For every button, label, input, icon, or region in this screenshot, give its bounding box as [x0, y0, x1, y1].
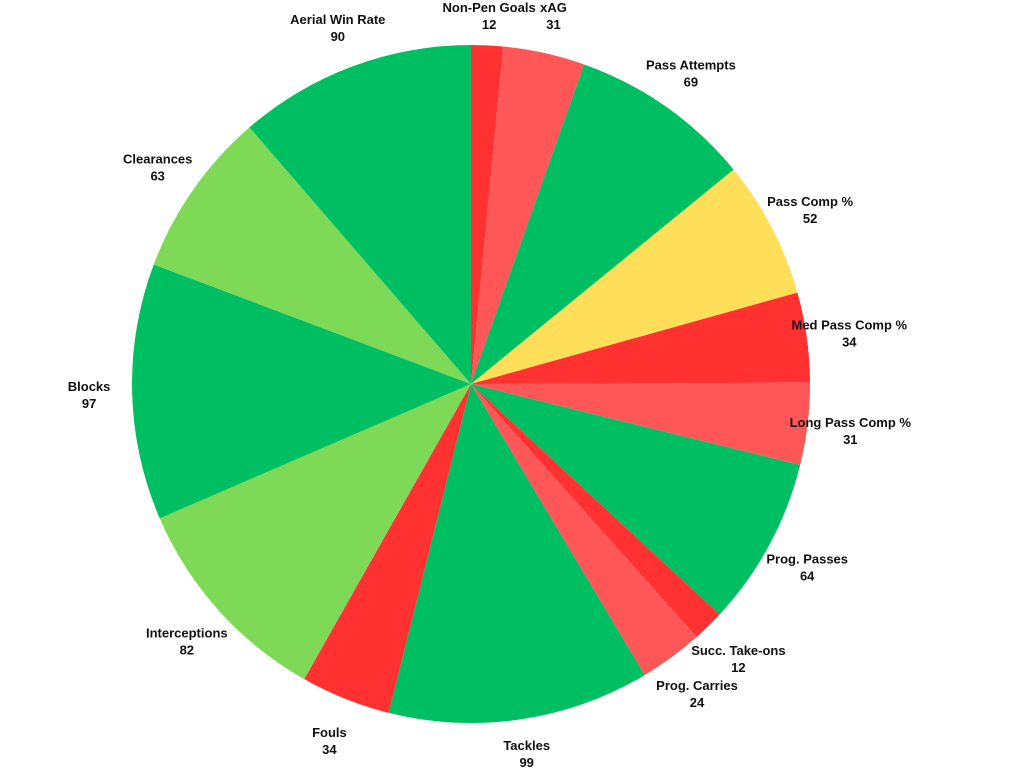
slice-value-2: 69 — [684, 75, 698, 90]
pie-slices — [131, 45, 811, 723]
pie-slice-7 — [471, 384, 720, 638]
slice-label-14: Aerial Win Rate — [290, 12, 385, 27]
slice-value-14: 90 — [331, 29, 345, 44]
slice-value-5: 31 — [843, 432, 857, 447]
slice-label-6: Prog. Passes — [766, 551, 848, 566]
slice-value-11: 82 — [180, 642, 194, 657]
slice-label-0: Non-Pen Goals — [443, 0, 536, 15]
pie-slice-12 — [131, 264, 472, 519]
slice-label-12: Blocks — [68, 379, 111, 394]
slice-label-11: Interceptions — [146, 625, 228, 640]
pie-slice-4 — [471, 292, 810, 384]
slice-value-7: 12 — [731, 660, 745, 675]
pie-slice-10 — [304, 384, 471, 713]
slice-label-10: Fouls — [312, 725, 347, 740]
pie-slice-13 — [153, 127, 472, 385]
slice-label-4: Med Pass Comp % — [792, 317, 908, 332]
slice-label-5: Long Pass Comp % — [790, 415, 912, 430]
slice-label-13: Clearances — [123, 151, 192, 166]
pie-slice-5 — [471, 382, 811, 466]
slice-label-8: Prog. Carries — [656, 678, 738, 693]
pie-slice-3 — [471, 169, 798, 384]
slice-value-8: 24 — [690, 695, 705, 710]
pie-labels: Non-Pen Goals 12 xAG 31 Pass Attempts 69 Pass … — [68, 0, 912, 768]
slice-label-7: Succ. Take-ons — [691, 643, 785, 658]
slice-value-10: 34 — [322, 742, 337, 757]
slice-label-9: Tackles — [503, 738, 550, 753]
slice-value-6: 64 — [800, 568, 815, 583]
pie-slice-6 — [471, 384, 801, 615]
pie-slice-2 — [471, 64, 734, 384]
slice-label-2: Pass Attempts — [646, 58, 736, 73]
pie-slice-9 — [388, 384, 645, 723]
slice-value-1: 31 — [546, 17, 560, 32]
slice-value-3: 52 — [803, 211, 817, 226]
slice-value-0: 12 — [482, 17, 496, 32]
pie-slice-0 — [471, 45, 504, 384]
pie-slice-1 — [471, 46, 585, 384]
pie-slice-8 — [471, 384, 697, 676]
slice-label-3: Pass Comp % — [767, 194, 853, 209]
slice-value-9: 99 — [519, 755, 533, 768]
slice-label-1: xAG — [540, 0, 567, 15]
slice-value-12: 97 — [82, 396, 96, 411]
pie-slice-14 — [249, 45, 471, 384]
pie-slice-11 — [159, 384, 471, 680]
slice-value-13: 63 — [150, 168, 164, 183]
slice-value-4: 34 — [842, 334, 857, 349]
